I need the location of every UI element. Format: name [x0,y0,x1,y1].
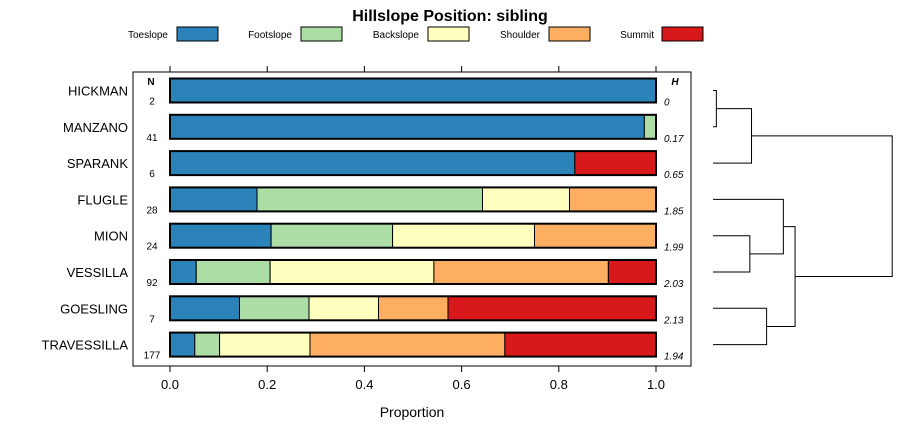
bar-mion-toeslope [170,224,271,248]
legend-label-shoulder: Shoulder [500,30,541,41]
legend-swatch-summit [662,27,703,41]
n-value-flugle: 28 [146,205,158,216]
bar-mion-backslope [393,224,535,248]
row-label-travessilla: TRAVESSILLA [42,338,129,353]
n-value-mion: 24 [146,242,158,253]
bar-sparank-summit [575,151,656,175]
h-value-mion: 1.99 [664,243,684,254]
bar-flugle-backslope [482,187,569,211]
chart-title: Hillslope Position: sibling [352,8,548,25]
dendrogram-branch-5 [767,227,795,327]
x-tick-label-4: 0.8 [550,377,568,392]
bar-manzano-toeslope [170,115,644,139]
bar-travessilla-footslope [195,333,220,357]
n-value-hickman: 2 [149,97,155,108]
bar-sparank-toeslope [170,151,575,175]
bar-goesling-toeslope [170,296,239,320]
dendrogram-branch-0 [713,91,716,127]
bar-goesling-shoulder [378,296,447,320]
legend-swatch-shoulder [549,27,590,41]
h-value-hickman: 0 [664,98,670,109]
legend-swatch-toeslope [177,27,218,41]
h-value-vessilla: 2.03 [663,279,684,290]
h-value-flugle: 1.85 [664,206,684,217]
bar-vessilla-toeslope [170,260,196,284]
h-value-sparank: 0.65 [664,170,684,181]
bar-vessilla-backslope [270,260,434,284]
n-value-travessilla: 177 [144,351,161,362]
h-value-goesling: 2.13 [663,315,684,326]
x-tick-label-1: 0.2 [258,377,276,392]
h-value-manzano: 0.17 [664,134,684,145]
bar-vessilla-summit [608,260,656,284]
n-value-vessilla: 92 [146,278,158,289]
row-label-sparank: SPARANK [67,156,128,171]
x-tick-label-0: 0.0 [161,377,179,392]
legend-swatch-footslope [301,27,342,41]
bar-flugle-shoulder [569,187,656,211]
bar-travessilla-toeslope [170,333,195,357]
dendrogram-branch-4 [713,109,752,163]
n-header: N [147,77,154,88]
row-label-vessilla: VESSILLA [67,265,129,280]
row-label-goesling: GOESLING [60,301,128,316]
bar-hickman-toeslope [170,79,656,103]
x-tick-label-3: 0.6 [453,377,471,392]
h-value-travessilla: 1.94 [664,352,684,363]
x-tick-label-5: 1.0 [647,377,665,392]
bars [170,79,656,357]
dendrogram-branch-6 [752,136,893,277]
bar-vessilla-shoulder [434,260,608,284]
row-label-manzano: MANZANO [63,120,128,135]
legend-label-toeslope: Toeslope [128,30,168,41]
row-label-mion: MION [94,229,128,244]
bar-goesling-backslope [309,296,378,320]
legend-label-backslope: Backslope [373,30,420,41]
hillslope-chart: Hillslope Position: sibling Toeslope Foot… [0,0,900,440]
bar-manzano-footslope [644,115,656,139]
row-label-flugle: FLUGLE [77,192,128,207]
x-axis-title: Proportion [380,404,445,420]
bar-travessilla-shoulder [310,333,505,357]
h-header: H [671,77,679,88]
n-value-goesling: 7 [149,314,155,325]
bar-flugle-footslope [257,187,483,211]
dendrogram-branch-1 [713,236,750,272]
row-label-hickman: HICKMAN [68,84,128,99]
bar-goesling-summit [448,296,656,320]
dendrogram-branch-2 [713,308,767,344]
x-tick-label-2: 0.4 [355,377,373,392]
bar-goesling-footslope [239,296,308,320]
bar-travessilla-backslope [220,333,310,357]
bar-flugle-toeslope [170,187,257,211]
n-value-sparank: 6 [149,169,155,180]
bar-mion-footslope [271,224,393,248]
legend-label-summit: Summit [620,30,654,41]
legend-swatch-backslope [428,27,469,41]
dendrogram-branch-3 [713,199,783,253]
bar-vessilla-footslope [196,260,270,284]
legend: Toeslope Footslope Backslope Shoulder Summit [128,27,703,41]
bar-travessilla-summit [505,333,656,357]
legend-label-footslope: Footslope [248,30,292,41]
dendrogram [713,91,892,345]
bar-mion-shoulder [535,224,657,248]
n-value-manzano: 41 [146,133,158,144]
